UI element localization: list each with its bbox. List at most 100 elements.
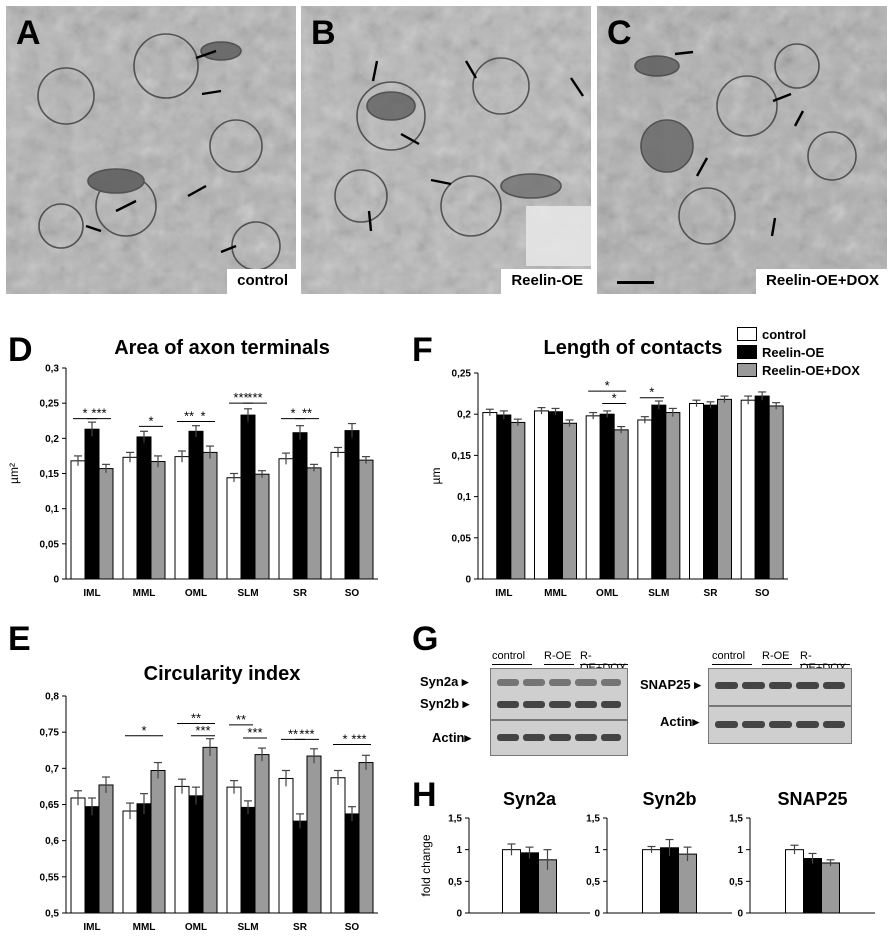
bar-f-iml-s1 [496,414,512,580]
bar-e-mml-s2 [150,770,166,914]
bar-d-oml-s1 [188,430,204,580]
x-tick-label-e-1: MML [133,922,156,933]
x-tick-label-d-3: SLM [237,588,258,599]
y-tick-label-d-3: 0,15 [40,469,60,480]
bar-e-sr-s0 [278,777,294,914]
bar-h2-c0-s1 [660,847,679,914]
blot-label-syn2a: Syn2a ▸ [420,674,469,689]
bar-f-sr-s0 [689,402,704,580]
bar-d-iml-s0 [70,460,86,580]
chart-title-f: Length of contacts [544,337,723,359]
x-tick-label-d-1: MML [133,588,156,599]
bar-f-slm-s2 [665,412,681,580]
chart-title-e: Circularity index [144,663,301,685]
chart-title-h3: SNAP25 [777,789,847,809]
chart-title-d: Area of axon terminals [114,337,330,359]
y-tick-label-h3-0: 0 [737,909,743,920]
significance-mark-e-4-1: *** [299,726,314,741]
x-tick-label-d-4: SR [293,588,308,599]
bar-f-mml-s2 [562,422,577,580]
y-tick-label-h1-3: 1,5 [448,814,462,825]
bar-d-mml-s2 [150,461,166,580]
significance-mark-e-2-0: ** [191,710,201,725]
bar-d-iml-s2 [98,468,114,580]
significance-mark-d-4-1: ** [302,406,312,421]
significance-mark-f-2-1: * [612,390,617,405]
bar-e-slm-s2 [254,754,270,914]
panel-letter-d: D [8,331,33,369]
panel-letter-h: H [412,776,437,814]
x-tick-label-d-2: OML [185,588,207,599]
legend-label-control: control [762,326,807,342]
x-tick-label-e-2: OML [185,922,207,933]
y-tick-label-h3-1: 0,5 [729,877,743,888]
bar-f-oml-s2 [613,429,629,580]
blot-label-snap25: SNAP25 ▸ [640,677,701,692]
significance-mark-e-5-0: * [342,731,347,746]
bar-e-oml-s0 [174,785,190,914]
y-tick-label-d-2: 0,1 [45,504,59,515]
bar-e-oml-s1 [188,795,204,914]
micrograph-b-image [301,6,591,294]
blot-right-actin-membrane [708,706,852,744]
micrograph-c-image [597,6,887,294]
y-tick-label-h1-2: 1 [456,845,462,856]
panel-letter-e: E [8,620,31,658]
bar-f-mml-s0 [534,410,549,580]
em-panel-a: A control [6,6,296,294]
bar-h3-c0-s1 [803,858,822,914]
blot-label-actin-right: Actin▸ [660,714,700,729]
bar-f-sr-s2 [717,398,732,580]
x-tick-label-f-4: SR [704,588,719,599]
x-tick-label-d-0: IML [83,588,100,599]
significance-mark-d-3-0: *** [233,390,248,405]
y-tick-label-h3-2: 1 [737,845,743,856]
y-tick-label-h2-3: 1,5 [586,814,600,825]
y-tick-label-h1-0: 0 [456,909,462,920]
legend-item-reelin-oe-dox: Reelin-OE+DOX [737,361,860,379]
legend-item-reelin-oe: Reelin-OE [737,343,860,361]
y-tick-label-e-2: 0,6 [45,836,59,847]
bar-e-oml-s2 [202,746,218,914]
y-tick-label-e-4: 0,7 [45,764,59,775]
bar-f-so-s1 [754,395,770,580]
bar-h3-c0-s0 [785,849,804,914]
bar-h3-c0-s2 [821,862,840,914]
bar-e-slm-s0 [226,786,242,914]
bar-f-so-s2 [768,405,784,580]
x-tick-label-e-0: IML [83,922,100,933]
y-tick-label-e-3: 0,65 [40,800,60,811]
bar-e-so-s1 [344,813,360,914]
bar-e-mml-s0 [122,810,138,914]
bar-d-slm-s2 [254,473,270,580]
legend-label-reelin-oe-dox: Reelin-OE+DOX [762,362,860,378]
bar-d-mml-s0 [122,456,138,580]
bar-f-oml-s1 [599,413,615,580]
significance-mark-e-1-0: * [141,723,146,738]
blot-label-syn2b: Syn2b ▸ [420,696,470,711]
x-tick-label-e-5: SO [345,922,360,933]
bar-d-iml-s1 [84,428,100,580]
x-tick-label-e-3: SLM [237,922,258,933]
bar-d-mml-s1 [136,436,152,580]
bar-e-iml-s2 [98,784,114,914]
panel-letter-f: F [412,331,433,369]
x-tick-label-f-2: OML [596,588,618,599]
bar-d-oml-s0 [174,456,190,580]
bar-f-iml-s2 [510,421,526,580]
panel-letter-g: G [412,620,439,658]
y-axis-label-f: µm [429,468,443,485]
y-tick-label-e-5: 0,75 [40,728,60,739]
bar-e-iml-s0 [70,797,86,914]
blot-right-header-r-oe: R-OE [762,650,792,665]
blot-left-header-r-oe: R-OE [544,650,574,665]
blot-right-snap25-membrane [708,668,852,706]
bar-d-slm-s0 [226,477,242,580]
significance-mark-d-2-1: * [200,408,205,423]
em-panel-b: B Reelin-OE [301,6,591,294]
y-axis-label-h1: fold change [419,834,433,896]
y-tick-label-h2-2: 1 [594,845,600,856]
significance-mark-e-3-1: *** [247,725,262,740]
x-tick-label-f-1: MML [544,588,567,599]
